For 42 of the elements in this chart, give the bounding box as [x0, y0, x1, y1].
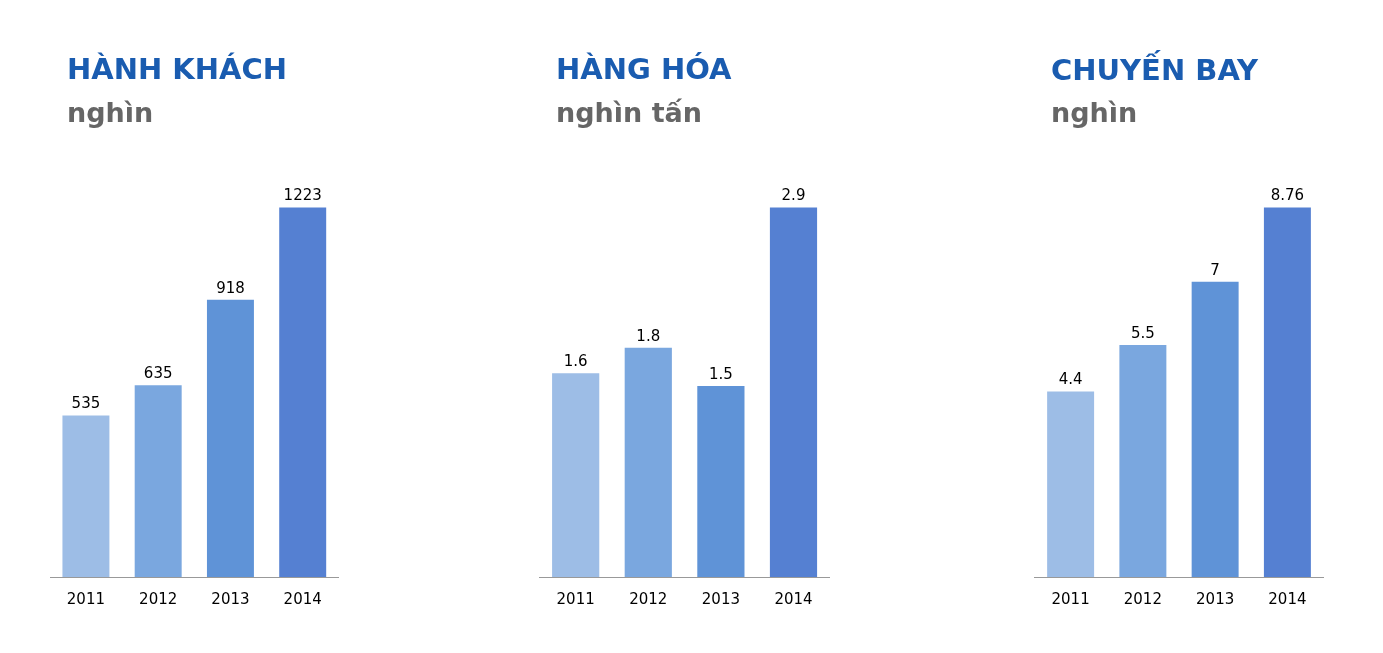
x-tick-label: 2014: [283, 590, 322, 609]
data-label: 635: [143, 364, 173, 383]
chart-subtitle: nghìn tấn: [556, 97, 702, 128]
x-tick-label: 2012: [629, 590, 668, 609]
x-tick-label: 2012: [1123, 590, 1162, 609]
data-label: 7: [1210, 260, 1220, 279]
data-label: 1.6: [563, 352, 588, 371]
data-label: 8.76: [1270, 186, 1305, 205]
bar: [1263, 207, 1311, 578]
bar: [279, 207, 327, 578]
x-tick-label: 2014: [1268, 590, 1307, 609]
data-label: 1.5: [708, 364, 733, 383]
bar: [1191, 281, 1239, 578]
bar: [1119, 345, 1167, 578]
bar: [552, 373, 600, 578]
data-label: 4.4: [1058, 370, 1083, 389]
bar: [1047, 391, 1095, 578]
data-label: 918: [216, 278, 245, 297]
x-tick-label: 2012: [139, 590, 178, 609]
bar: [769, 207, 818, 578]
chart-title: HÀNG HÓA: [556, 52, 733, 86]
data-label: 535: [71, 394, 101, 413]
bar: [206, 299, 254, 578]
chart-title: HÀNH KHÁCH: [67, 52, 288, 86]
bar: [62, 415, 110, 578]
bar: [624, 347, 672, 578]
x-tick-label: 2011: [556, 590, 595, 609]
data-label: 1.8: [636, 326, 661, 345]
bar: [697, 385, 745, 578]
x-tick-label: 2011: [1051, 590, 1090, 609]
chart-subtitle: nghìn: [1051, 97, 1138, 128]
x-tick-label: 2011: [66, 590, 106, 609]
data-label: 1223: [283, 186, 322, 205]
chart-title: CHUYẾN BAY: [1051, 50, 1260, 87]
data-label: 2.9: [781, 186, 806, 205]
data-label: 5.5: [1130, 324, 1155, 343]
x-tick-label: 2013: [701, 590, 740, 609]
x-tick-label: 2013: [211, 590, 250, 609]
x-tick-label: 2013: [1196, 590, 1235, 609]
x-tick-label: 2014: [774, 590, 813, 609]
bar: [134, 385, 182, 578]
chart-subtitle: nghìn: [67, 97, 154, 128]
